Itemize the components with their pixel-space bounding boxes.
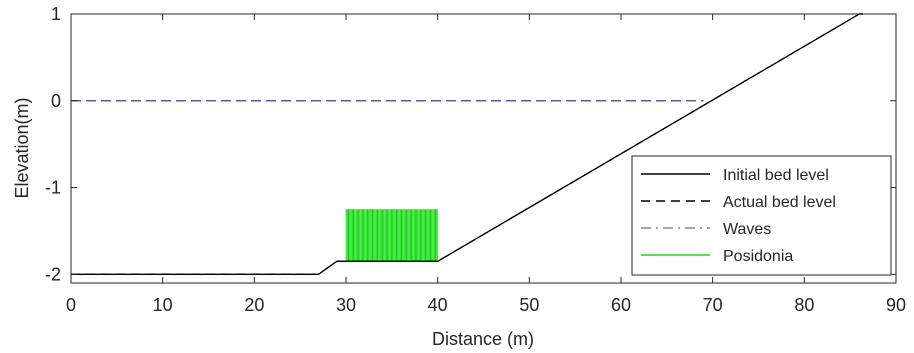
y-tick-label: 1 <box>51 4 61 24</box>
legend-label-actual-bed-level: Actual bed level <box>723 194 836 211</box>
legend-label-initial-bed-level: Initial bed level <box>723 167 829 184</box>
series-initial-bed-level <box>71 13 863 275</box>
plot-area <box>70 13 897 284</box>
x-tick-label: 60 <box>611 295 631 315</box>
posidonia-layer <box>345 209 439 262</box>
x-axis-label: Distance (m) <box>432 329 534 349</box>
x-tick-label: 30 <box>336 295 356 315</box>
legend: Initial bed level Actual bed level Waves… <box>631 155 892 276</box>
x-axis: 0 10 20 30 40 50 60 70 80 90 <box>66 14 906 315</box>
x-tick-label: 20 <box>244 295 264 315</box>
x-tick-label: 80 <box>794 295 814 315</box>
y-tick-label: -2 <box>45 264 61 284</box>
x-tick-label: 50 <box>519 295 539 315</box>
y-tick-label: -1 <box>45 178 61 198</box>
series-layer <box>71 13 863 275</box>
x-tick-label: 70 <box>703 295 723 315</box>
x-tick-label: 0 <box>66 295 76 315</box>
x-tick-label: 10 <box>153 295 173 315</box>
y-axis-label: Elevation(m) <box>12 97 32 198</box>
x-tick-label: 90 <box>886 295 906 315</box>
legend-label-waves: Waves <box>723 221 771 238</box>
y-axis: 1 0 -1 -2 <box>45 4 896 284</box>
y-tick-label: 0 <box>51 91 61 111</box>
legend-label-posidonia: Posidonia <box>723 248 793 265</box>
x-tick-label: 40 <box>428 295 448 315</box>
